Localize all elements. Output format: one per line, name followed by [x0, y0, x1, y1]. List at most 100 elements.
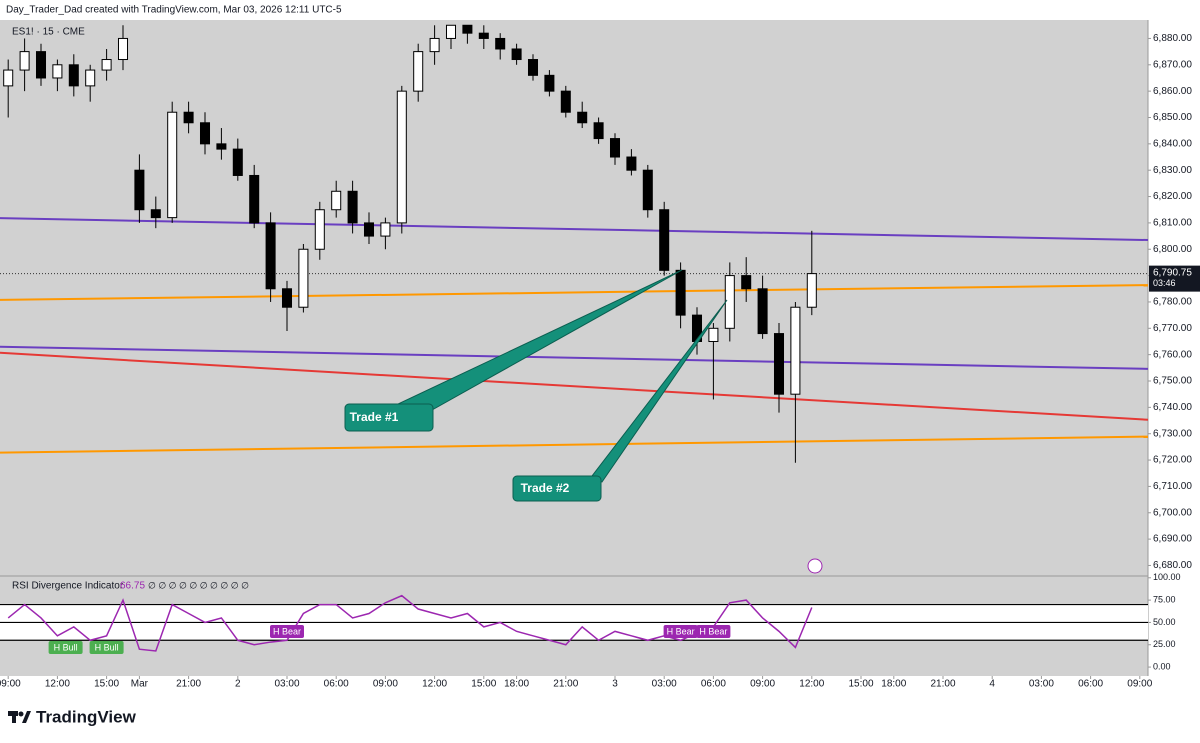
candle-body: [380, 222, 391, 237]
candle-body: [363, 222, 375, 237]
candle-body: [495, 37, 506, 50]
candle-body: [396, 90, 407, 224]
y-tick-label: 6,830.00: [1153, 165, 1192, 176]
y-tick-label: 75.00: [1153, 594, 1176, 604]
y-tick-label: 6,690.00: [1153, 534, 1192, 545]
candle-body: [773, 333, 785, 395]
candle-body: [724, 275, 735, 329]
candle-body: [347, 190, 358, 224]
x-tick-label: 3: [612, 679, 618, 690]
signal-label: H Bear: [667, 626, 695, 636]
candle-body: [527, 59, 539, 76]
x-tick-label: 4: [989, 679, 995, 690]
rsi-inputs: ∅ ∅ ∅ ∅ ∅ ∅ ∅ ∅ ∅ ∅: [148, 580, 249, 590]
y-tick-label: 6,710.00: [1153, 481, 1192, 492]
x-tick-label: 18:00: [881, 679, 906, 690]
price-label: 6,790.75: [1153, 267, 1192, 278]
y-tick-label: 6,730.00: [1153, 428, 1192, 439]
y-tick-label: 6,760.00: [1153, 349, 1192, 360]
x-tick-label: 03:00: [274, 679, 299, 690]
x-tick-label: 15:00: [471, 679, 496, 690]
candle-body: [52, 64, 63, 79]
x-tick-label: 21:00: [553, 679, 578, 690]
x-tick-label: 15:00: [94, 679, 119, 690]
callout-box: [512, 475, 602, 502]
candle-body: [265, 222, 276, 290]
signal-label: H Bear: [699, 626, 727, 636]
x-tick-label: 12:00: [799, 679, 824, 690]
candle-body: [183, 111, 194, 124]
y-tick-label: 6,880.00: [1153, 33, 1192, 44]
x-tick-label: 06:00: [701, 679, 726, 690]
candle-body: [741, 275, 752, 290]
signal-box: [696, 625, 731, 638]
trend-line: [0, 345, 1148, 370]
price-label-box: [1149, 265, 1200, 292]
candle-body: [150, 209, 161, 219]
candle-body: [68, 64, 79, 87]
candle-body: [708, 327, 719, 342]
y-tick-label: 6,820.00: [1153, 191, 1192, 202]
x-tick-label: 03:00: [652, 679, 677, 690]
y-tick-label: 6,680.00: [1153, 560, 1192, 571]
x-tick-label: 06:00: [324, 679, 349, 690]
callout-box: [344, 403, 434, 432]
x-tick-label: 06:00: [1078, 679, 1103, 690]
candle-body: [19, 51, 30, 71]
alert-icon[interactable]: [807, 558, 823, 574]
candle-body: [626, 156, 637, 171]
rsi-pane: H Bull H Bull H Bear H Bear H Bear: [0, 594, 1148, 654]
candle-body: [249, 174, 260, 224]
trend-line: [0, 435, 1148, 454]
y-tick-label: 100.00: [1153, 572, 1181, 582]
candle-body: [281, 288, 293, 308]
y-tick-label: 6,750.00: [1153, 376, 1192, 387]
signal-label: H Bear: [273, 626, 301, 636]
y-tick-label: 6,700.00: [1153, 507, 1192, 518]
axes: 6,680.00 6,690.00 6,700.00 6,710.00 6,720.00…: [0, 33, 1200, 690]
symbol: ES1! · 15 · CME: [12, 27, 85, 38]
candle-body: [216, 143, 227, 150]
candle-body: [134, 169, 145, 211]
y-tick-label: 25.00: [1153, 639, 1176, 649]
candle-body: [3, 69, 14, 87]
candle-body: [593, 122, 604, 140]
candle-body: [117, 37, 129, 61]
candle-body: [675, 269, 686, 316]
callout-text: Trade #2: [521, 481, 570, 495]
signal-box: [270, 625, 304, 638]
y-tick-label: 50.00: [1153, 617, 1176, 627]
candle-body: [232, 148, 243, 176]
signal-box: [663, 625, 698, 638]
signal-box: [89, 641, 124, 654]
rsi-value: 66.75: [120, 581, 145, 592]
brand: TradingView: [36, 707, 137, 726]
x-tick-label: 09:00: [750, 679, 775, 690]
plot-background: [0, 20, 1148, 676]
candle-body: [101, 59, 112, 71]
x-tick-label: 09:00: [0, 679, 21, 690]
candle-body: [199, 122, 211, 145]
x-tick-label: Mar: [131, 679, 149, 690]
x-tick-label: 15:00: [848, 679, 873, 690]
logo: [8, 711, 31, 723]
candle-body: [757, 288, 768, 335]
candle-body: [167, 111, 178, 219]
y-tick-label: 0.00: [1153, 661, 1171, 671]
candle-body: [314, 209, 325, 250]
candle-body: [85, 69, 96, 87]
candle-body: [806, 273, 817, 308]
y-tick-label: 6,770.00: [1153, 323, 1192, 334]
y-tick-label: 6,840.00: [1153, 138, 1192, 149]
y-tick-label: 6,740.00: [1153, 402, 1192, 413]
rsi-title: RSI Divergence Indicator: [12, 581, 124, 592]
x-tick-label: 12:00: [45, 679, 70, 690]
candle-body: [413, 51, 424, 92]
y-tick-label: 6,850.00: [1153, 112, 1192, 123]
trend-line: [0, 284, 1148, 301]
x-tick-label: 03:00: [1029, 679, 1054, 690]
trend-line: [0, 217, 1148, 242]
y-tick-label: 6,780.00: [1153, 297, 1192, 308]
